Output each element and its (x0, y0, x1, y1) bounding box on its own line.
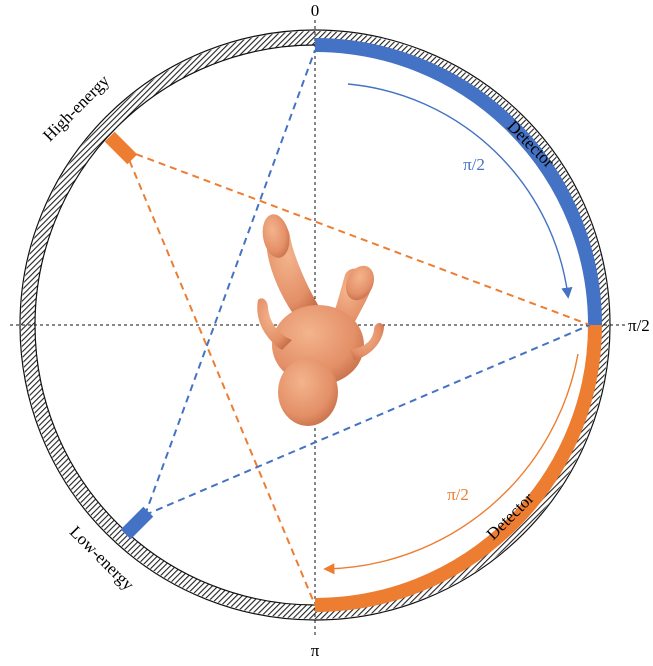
low-energy-beam (144, 49, 591, 516)
orange-detector-arc (314, 324, 602, 612)
blue-rotation-arrow (347, 83, 573, 299)
high-energy-source (104, 131, 138, 165)
axis-label-bottom: π (311, 641, 320, 660)
human-figure-icon (257, 214, 384, 426)
axis-label-right: π/2 (628, 316, 650, 335)
blue-arc-label: π/2 (463, 155, 485, 174)
orange-rotation-arrow (323, 353, 579, 575)
axis-label-top: 0 (311, 1, 320, 20)
orange-arc-label: π/2 (447, 485, 469, 504)
low-energy-source (120, 506, 154, 540)
high-energy-beam (124, 149, 591, 606)
blue-detector-arc (314, 38, 602, 326)
